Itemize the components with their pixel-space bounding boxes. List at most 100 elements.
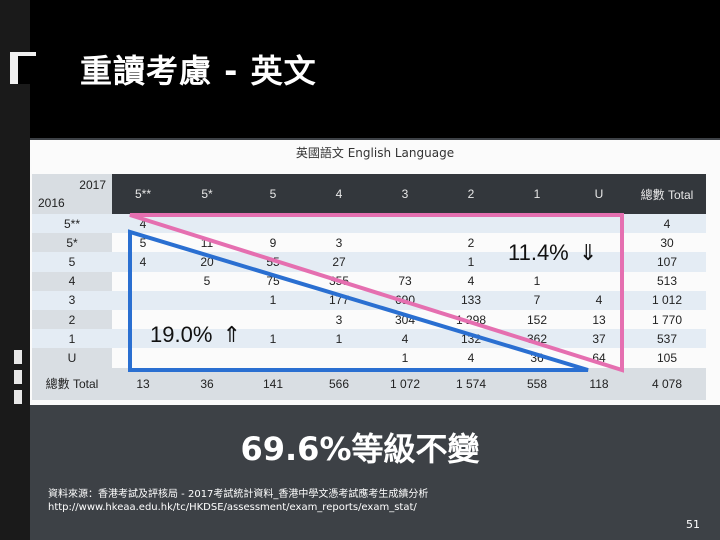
slide-title: 重讀考慮 - 英文: [80, 52, 317, 90]
table-cell: 4: [467, 274, 475, 289]
table-cell: 73: [398, 274, 412, 289]
table-cell: 5: [139, 235, 147, 250]
table-cell: [504, 252, 570, 272]
table-cell: 133: [438, 290, 504, 310]
column-header: 1: [504, 174, 570, 214]
column-header: U: [570, 174, 628, 214]
total-cell: 558: [504, 367, 570, 400]
table-cell: 3: [335, 235, 343, 250]
row-label: 5**: [32, 214, 112, 234]
table-cell: 9: [269, 235, 277, 250]
pct-up-label: 19.0%: [150, 322, 213, 347]
table-cell: [570, 214, 628, 234]
table-cell: 513: [656, 274, 678, 289]
table-cell: 1: [533, 274, 541, 289]
table-cell: 4: [372, 329, 438, 349]
column-header: 總數 Total: [628, 174, 706, 214]
title-bullet-inner: [18, 56, 36, 84]
table-cell: 1: [240, 290, 306, 310]
table-title: 英國語文 English Language: [295, 146, 455, 160]
total-cell: 4 078: [628, 367, 706, 400]
table-cell: 4: [467, 350, 475, 365]
total-cell: 566: [306, 367, 372, 400]
table-cell: 1: [438, 252, 504, 272]
pct-down-label: 11.4%: [508, 240, 569, 265]
corner-bottom-label: 2016: [38, 196, 65, 210]
down-arrow-icon: ⇓: [578, 240, 598, 265]
table-cell: [306, 214, 372, 234]
column-header: 5*: [174, 174, 240, 214]
pink-triangle: [129, 213, 624, 373]
table-cell: [174, 214, 240, 234]
table-cell: 105: [656, 350, 678, 365]
table-cell: [570, 252, 628, 272]
table-cell: 1 012: [628, 290, 706, 310]
table-cell: 30: [660, 235, 674, 250]
table-cell: 1 770: [651, 312, 683, 327]
grade-transition-table: 2017 2016 5** 5* 5 4 3 2 1 U 總數 Total 5** 4 4 5* 5 11…: [32, 174, 706, 400]
table-header-row: 2017 2016 5** 5* 5 4 3 2 1 U 總數 Total: [32, 174, 706, 214]
table-cell: [174, 290, 240, 310]
table-cell: 3: [335, 312, 343, 327]
column-header: 3: [372, 174, 438, 214]
column-header: 5: [240, 174, 306, 214]
table-row: U 1 4 36 64 105: [32, 348, 706, 368]
table-row: 5 4 20 55 27 1 107: [32, 252, 706, 272]
corner-cell: 2017 2016: [32, 174, 112, 214]
table-cell: 1: [240, 329, 306, 349]
table-cell: [112, 290, 174, 310]
table-cell: 13: [592, 312, 606, 327]
table-cell: [174, 329, 240, 349]
table-cell: 1: [306, 329, 372, 349]
table-cell: 37: [570, 329, 628, 349]
table-cell: 107: [628, 252, 706, 272]
table-image: 英國語文 English Language 2017 2016 5** 5* 5 4 3…: [30, 140, 720, 405]
pct-up-group: 19.0% ⇑: [150, 322, 241, 348]
blue-triangle: [128, 229, 589, 372]
left-side-bar: [0, 0, 30, 540]
table-cell: 27: [306, 252, 372, 272]
table-cell: 537: [628, 329, 706, 349]
source-line-1: 資料來源：香港考試及評核局 - 2017考試統計資料_香港中學文憑考試應考生成績…: [48, 489, 429, 500]
table-cell: 20: [174, 252, 240, 272]
row-label: 5*: [32, 233, 112, 253]
up-arrow-icon: ⇑: [222, 322, 241, 347]
table-cell: 152: [526, 312, 548, 327]
table-cell: 2: [467, 235, 475, 250]
corner-top-label: 2017: [79, 178, 106, 192]
table-cell: 5: [203, 274, 211, 289]
total-cell: 13: [112, 367, 174, 400]
table-row: 5* 5 11 9 3 2 30: [32, 233, 706, 253]
total-cell: 141: [240, 367, 306, 400]
source-line-2: http://www.hkeaa.edu.hk/tc/HKDSE/assessm…: [48, 502, 417, 513]
table-cell: 1: [401, 350, 409, 365]
table-cell: 7: [504, 290, 570, 310]
table-cell: [112, 329, 174, 349]
column-header: 4: [306, 174, 372, 214]
total-cell: 36: [174, 367, 240, 400]
table-cell: [372, 252, 438, 272]
table-cell: [438, 214, 504, 234]
table-cell: 4: [112, 252, 174, 272]
row-label: 3: [32, 290, 112, 310]
total-cell: 1 072: [372, 367, 438, 400]
table-cell: [240, 214, 306, 234]
pct-down-group: 11.4% ⇓: [508, 240, 597, 266]
table-cell: [372, 214, 438, 234]
headline: 69.6%等級不變: [240, 430, 480, 468]
table-row: 5** 4 4: [32, 214, 706, 234]
table-cell: [504, 214, 570, 234]
row-label: 4: [32, 271, 112, 291]
side-marker: [14, 390, 22, 404]
total-row-label: 總數 Total: [32, 367, 112, 400]
table-cell: 4: [628, 214, 706, 234]
page-number: 51: [686, 518, 700, 531]
row-label: 1: [32, 329, 112, 349]
row-label: 5: [32, 252, 112, 272]
row-label: 2: [32, 309, 112, 330]
column-header: 5**: [112, 174, 174, 214]
side-marker: [14, 350, 22, 364]
side-marker: [14, 370, 22, 384]
table-row: 3 1 177 690 133 7 4 1 012: [32, 290, 706, 310]
